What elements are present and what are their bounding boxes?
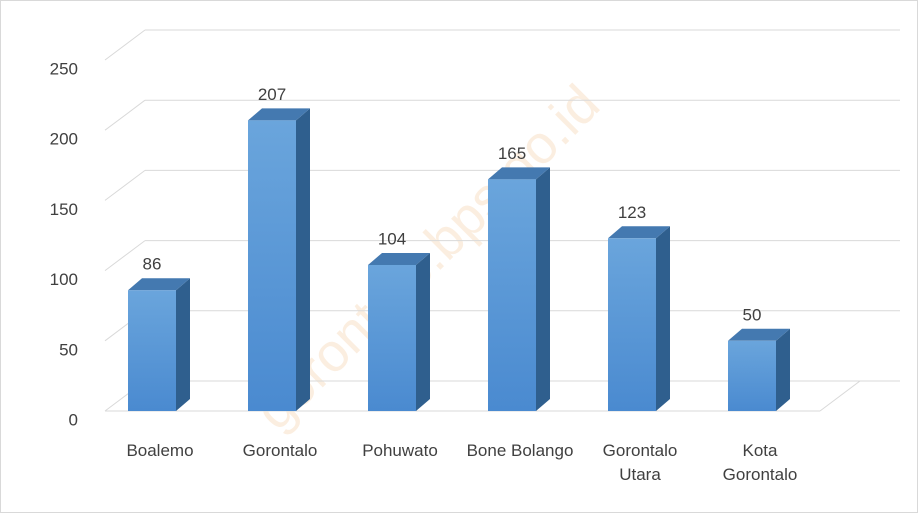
data-label: 86 [143,255,162,274]
data-label: 50 [743,305,762,324]
bar-top [488,167,550,180]
bar-top [128,278,190,291]
x-tick-label: Pohuwato [362,441,438,460]
bar [368,264,416,411]
bar-top [248,108,310,121]
bar-top [368,252,430,265]
floor-right [819,380,861,412]
bar [608,238,656,411]
x-tick-label: Kota Gorontalo [722,441,798,484]
bar [728,340,776,411]
y-tick-label: 0 [69,410,78,429]
y-tick-label: 50 [59,340,78,359]
x-tick-label: Gorontalo [242,441,318,460]
bar-side [536,167,550,411]
bar [248,120,296,411]
y-tick-label: 100 [50,270,78,289]
y-tick-label: 150 [50,200,78,219]
bar-side [296,108,310,411]
data-label: 207 [258,85,286,104]
grid-line-side [104,240,146,272]
bar-side [176,278,190,411]
grid-line-side [104,29,146,61]
x-tick-label: Gorontalo Utara [602,441,678,484]
bar-side [776,328,790,411]
bar [488,179,536,411]
bar [128,290,176,411]
data-label: 123 [618,203,646,222]
grid-line-side [104,169,146,201]
grid-line-side [104,99,146,131]
bar-side [416,252,430,411]
y-tick-label: 200 [50,130,78,149]
data-label: 104 [378,229,406,248]
data-label: 165 [498,144,526,163]
bar-top [608,226,670,239]
x-tick-label: Boalemo [126,441,194,460]
bar-side [656,226,670,411]
bar-top [728,328,790,341]
x-tick-label: Bone Bolango [466,441,574,460]
y-tick-label: 250 [50,59,78,78]
